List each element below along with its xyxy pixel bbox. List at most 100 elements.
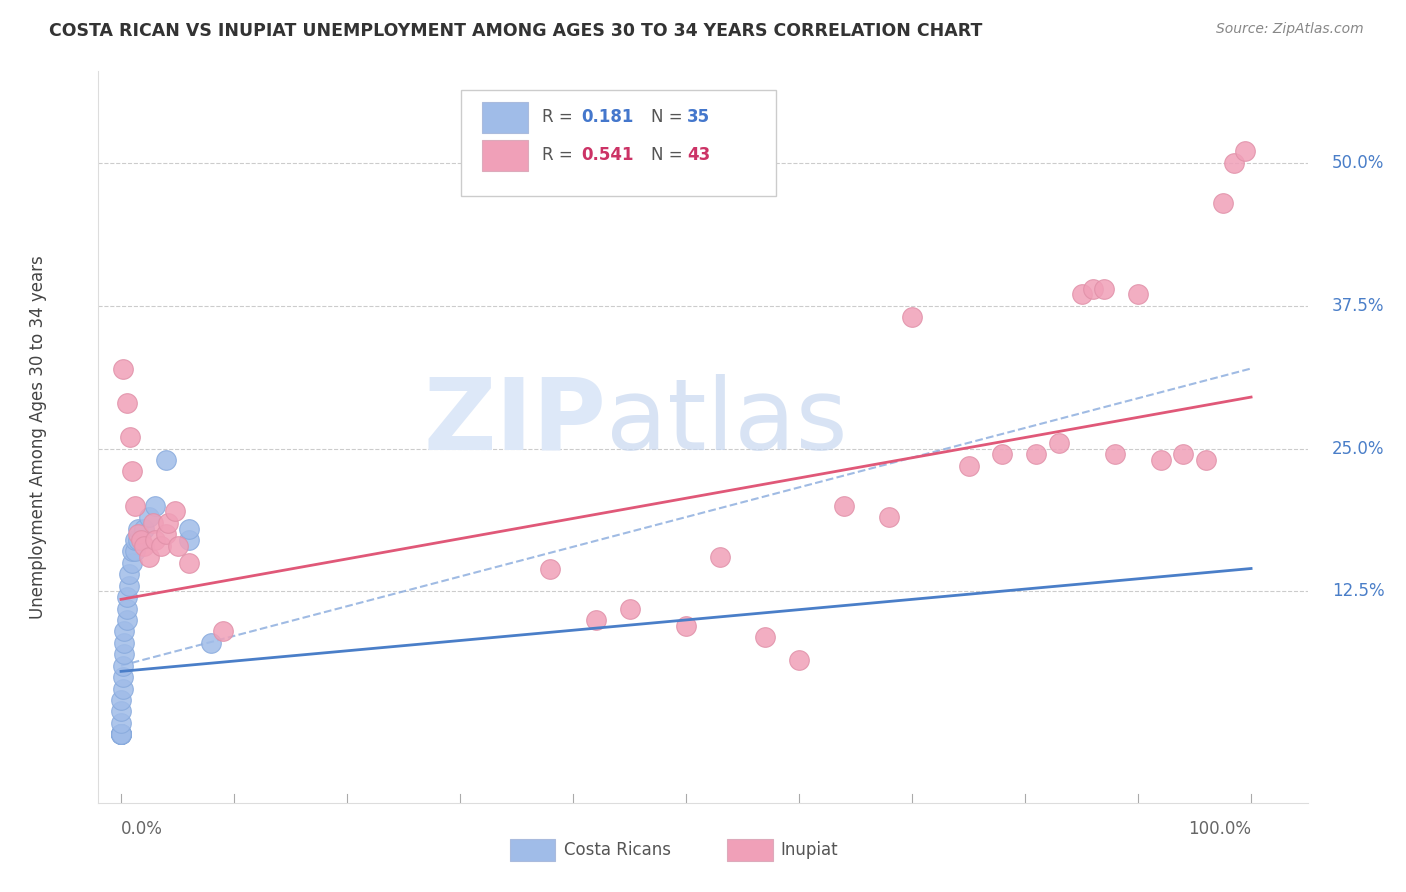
FancyBboxPatch shape [727,839,773,862]
Text: Source: ZipAtlas.com: Source: ZipAtlas.com [1216,22,1364,37]
Point [585,613,607,627]
Point [1104,447,1126,461]
Text: R =: R = [543,146,578,164]
Point [110,727,132,741]
Point [200,636,222,650]
Point [121,556,143,570]
Point [110,727,132,741]
Point [754,630,776,644]
Point [957,458,980,473]
Point [131,533,153,547]
Point [155,453,177,467]
FancyBboxPatch shape [461,90,776,195]
Point [177,521,200,535]
Point [149,539,172,553]
Point [143,533,166,547]
Point [124,499,146,513]
Point [124,544,146,558]
Point [1234,145,1257,159]
Point [110,727,132,741]
Point [1150,453,1173,467]
Point [110,727,132,741]
Point [115,396,138,410]
Point [112,624,135,639]
Point [124,533,146,547]
Point [166,539,188,553]
Point [675,618,697,632]
Point [112,670,135,684]
Text: 25.0%: 25.0% [1331,440,1385,458]
Text: 0.181: 0.181 [581,109,633,127]
Point [177,533,200,547]
Point [1212,195,1234,210]
FancyBboxPatch shape [482,140,527,170]
Point [709,550,731,565]
Text: 43: 43 [688,146,710,164]
Point [1047,435,1070,450]
Point [112,361,135,376]
Point [118,567,141,582]
FancyBboxPatch shape [509,839,555,862]
Point [110,727,132,741]
Text: atlas: atlas [606,374,848,471]
Point [121,464,143,478]
Point [538,561,561,575]
Point [157,516,180,530]
Point [110,727,132,741]
Point [879,510,901,524]
Point [1195,453,1218,467]
Point [211,624,233,639]
Point [121,544,143,558]
Point [112,647,135,661]
Text: 0.0%: 0.0% [121,820,163,838]
Point [1126,287,1149,301]
Point [112,658,135,673]
Point [112,636,135,650]
Text: Costa Ricans: Costa Ricans [564,841,671,859]
FancyBboxPatch shape [482,102,527,133]
Point [118,579,141,593]
Point [165,504,187,518]
Point [110,693,132,707]
Point [1070,287,1092,301]
Point [115,601,138,615]
Point [127,527,149,541]
Text: Inupiat: Inupiat [780,841,838,859]
Point [115,590,138,604]
Point [127,521,149,535]
Text: 12.5%: 12.5% [1331,582,1385,600]
Text: R =: R = [543,109,578,127]
Text: 35: 35 [688,109,710,127]
Point [1092,281,1115,295]
Point [127,533,149,547]
Point [110,727,132,741]
Text: COSTA RICAN VS INUPIAT UNEMPLOYMENT AMONG AGES 30 TO 34 YEARS CORRELATION CHART: COSTA RICAN VS INUPIAT UNEMPLOYMENT AMON… [49,22,983,40]
Point [112,681,135,696]
Point [115,613,138,627]
Point [142,516,165,530]
Text: Unemployment Among Ages 30 to 34 years: Unemployment Among Ages 30 to 34 years [30,255,46,619]
Point [1081,281,1104,295]
Text: 0.541: 0.541 [581,146,633,164]
Text: N =: N = [651,109,688,127]
Point [832,499,855,513]
Point [991,447,1014,461]
Point [1025,447,1047,461]
Point [619,601,641,615]
Point [143,499,166,513]
Text: 37.5%: 37.5% [1331,297,1385,315]
Point [132,521,155,535]
Text: 100.0%: 100.0% [1188,820,1251,838]
Point [155,527,177,541]
Text: 50.0%: 50.0% [1331,153,1384,172]
Point [138,510,160,524]
Point [110,715,132,730]
Point [138,550,160,565]
Point [901,310,924,324]
Point [1173,447,1195,461]
Point [110,705,132,719]
Point [787,653,810,667]
Point [132,539,155,553]
Point [120,430,142,444]
Point [1223,155,1246,169]
